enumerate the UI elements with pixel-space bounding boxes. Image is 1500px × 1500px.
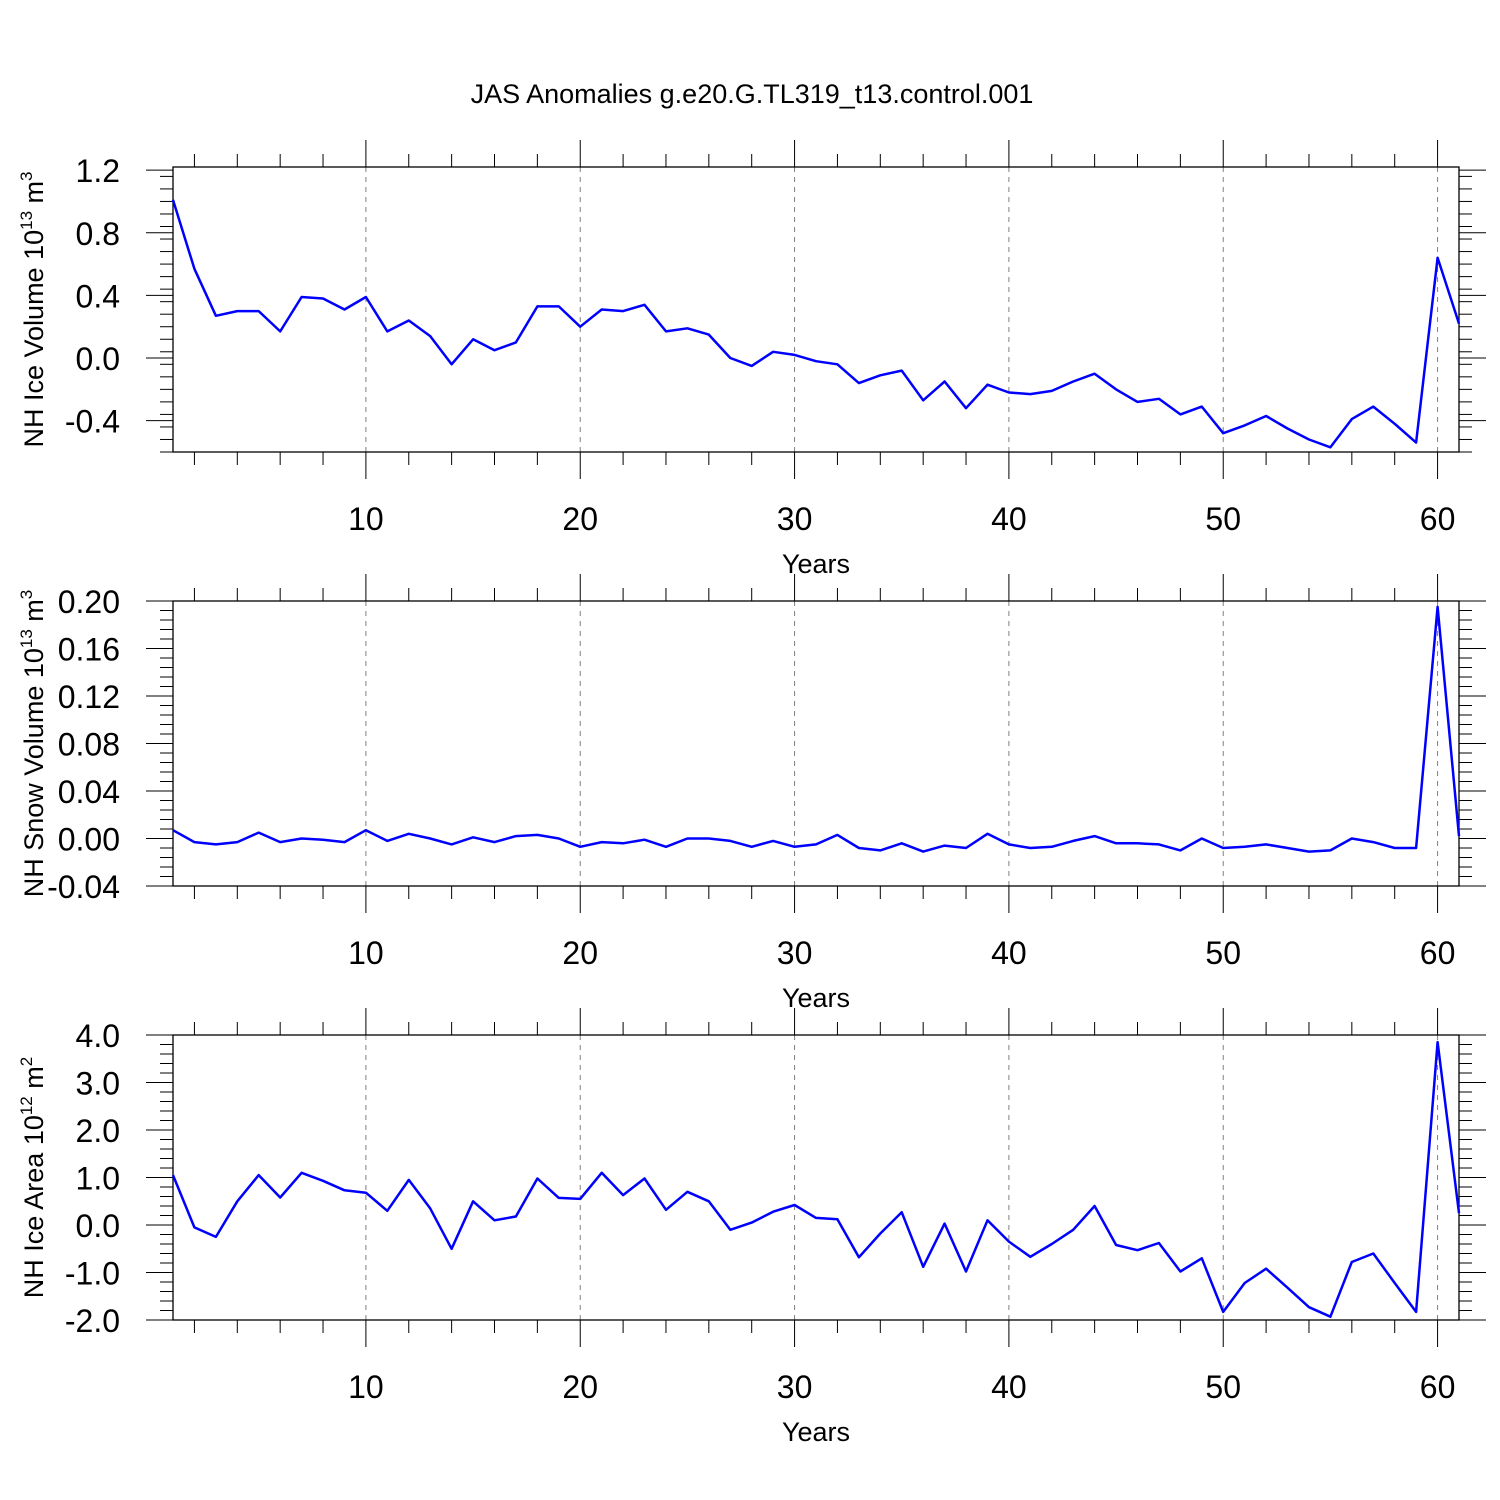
ice-volume-panel: 10 20 30 40 50 60 Years -0.4 0.0 0.4 0.8 1.2 NH Ice … — [17, 140, 1486, 579]
snow-volume-x-axis-label: Years — [782, 983, 850, 1013]
ice-area-y-tick-label: 0.0 — [76, 1208, 120, 1244]
snow-volume-x-tick-label: 30 — [777, 935, 813, 971]
ice-volume-y-tick-label: 0.0 — [76, 341, 120, 377]
ice-volume-x-tick-label: 30 — [777, 501, 813, 537]
ice-area-x-tick-label: 60 — [1420, 1369, 1456, 1405]
snow-volume-x-tick-label: 20 — [562, 935, 598, 971]
snow-volume-y-tick-label: 0.04 — [58, 774, 120, 810]
ice-area-y-tick-label: 3.0 — [76, 1066, 120, 1102]
ice-area-y-tick-label: 1.0 — [76, 1161, 120, 1197]
snow-volume-y-tick-label: 0.20 — [58, 584, 120, 620]
ice-volume-y-tick-label: 1.2 — [76, 153, 120, 189]
ice-volume-x-tick-label: 50 — [1205, 501, 1241, 537]
ice-volume-x-tick-label: 20 — [562, 501, 598, 537]
snow-volume-y-tick-label: 0.08 — [58, 727, 120, 763]
snow-volume-x-tick-label: 50 — [1205, 935, 1241, 971]
ice-volume-y-axis-label: NH Ice Volume 1013 m3 — [17, 172, 49, 448]
ice-area-x-axis-label: Years — [782, 1417, 850, 1447]
ice-area-y-tick-label: 4.0 — [76, 1018, 120, 1054]
snow-volume-y-tick-label: 0.12 — [58, 679, 120, 715]
ice-area-x-tick-label: 20 — [562, 1369, 598, 1405]
ice-volume-y-tick-label: -0.4 — [65, 404, 120, 440]
snow-volume-y-tick-label: -0.04 — [47, 869, 120, 905]
ice-volume-y-tick-label: 0.4 — [76, 278, 120, 314]
ice-volume-series-line — [171, 199, 1461, 449]
snow-volume-x-tick-label: 60 — [1420, 935, 1456, 971]
snow-volume-x-tick-label: 10 — [348, 935, 384, 971]
ice-area-y-tick-label: -1.0 — [65, 1256, 120, 1292]
ice-volume-x-tick-label: 10 — [348, 501, 384, 537]
ice-area-x-tick-label: 10 — [348, 1369, 384, 1405]
ice-area-x-tick-label: 40 — [991, 1369, 1027, 1405]
ice-volume-x-tick-label: 60 — [1420, 501, 1456, 537]
ice-area-x-tick-label: 50 — [1205, 1369, 1241, 1405]
snow-volume-series-line — [172, 605, 1461, 853]
ice-volume-plot-frame — [172, 166, 1460, 453]
snow-volume-y-tick-label: 0.00 — [58, 822, 120, 858]
ice-area-panel: 10 20 30 40 50 60 Years -2.0 -1.0 0.0 1.0 2.0 3.0 4.0… — [17, 1008, 1486, 1447]
ice-area-y-tick-label: 2.0 — [76, 1113, 120, 1149]
snow-volume-y-tick-label: 0.16 — [58, 632, 120, 668]
chart-title: JAS Anomalies g.e20.G.TL319_t13.control.… — [471, 79, 1034, 109]
ice-volume-x-axis-label: Years — [782, 549, 850, 579]
ice-area-x-tick-label: 30 — [777, 1369, 813, 1405]
snow-volume-panel: 10 20 30 40 50 60 Years -0.04 0.00 0.04 0.08 0.12 0.… — [17, 574, 1486, 1013]
ice-area-y-axis-label: NH Ice Area 1012 m2 — [17, 1057, 49, 1298]
snow-volume-x-tick-label: 40 — [991, 935, 1027, 971]
ice-area-y-tick-label: -2.0 — [65, 1303, 120, 1339]
ice-area-series-line — [171, 1040, 1461, 1318]
ice-volume-x-tick-label: 40 — [991, 501, 1027, 537]
snow-volume-y-axis-label: NH Snow Volume 1013 m3 — [17, 590, 49, 898]
ice-volume-y-tick-label: 0.8 — [76, 216, 120, 252]
